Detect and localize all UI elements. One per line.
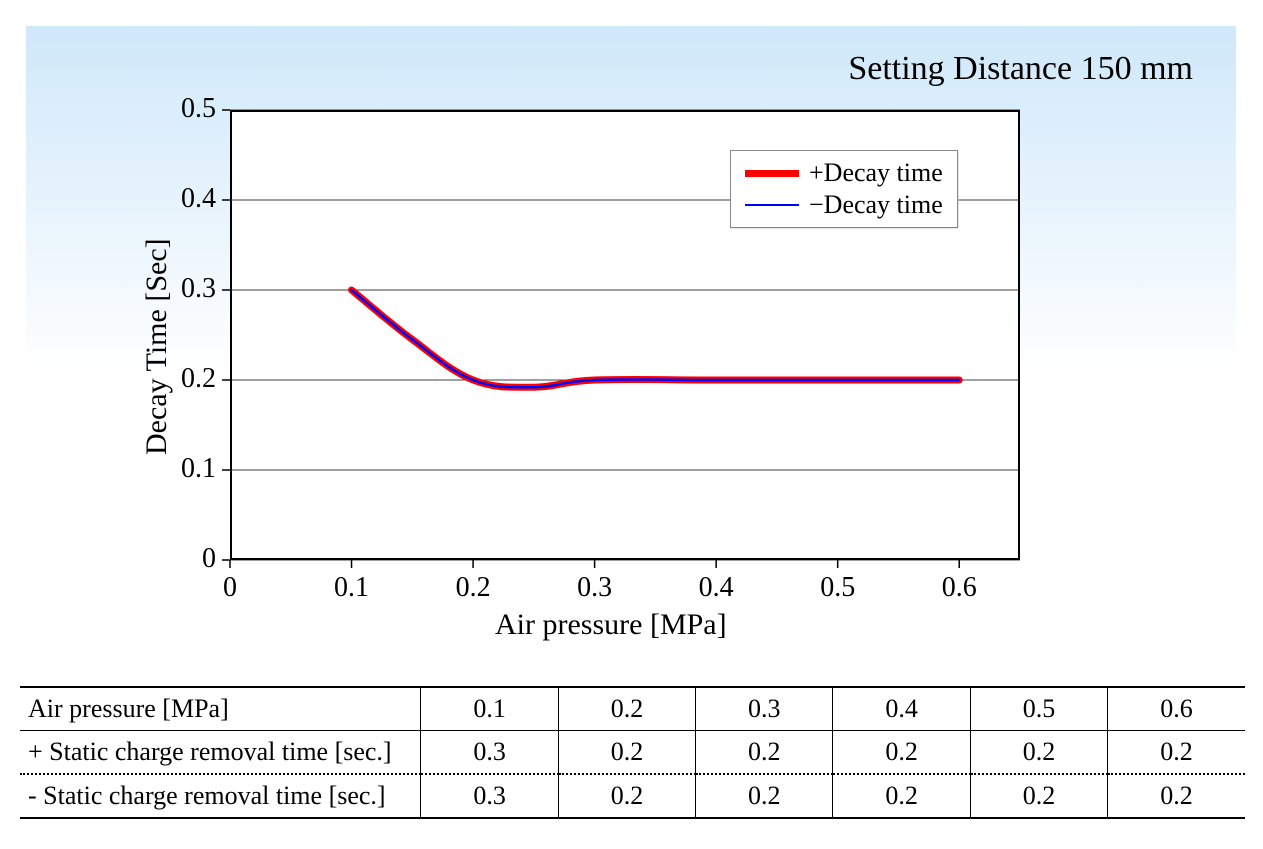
legend-label: +Decay time	[809, 157, 943, 189]
x-axis-label: Air pressure [MPa]	[495, 608, 727, 642]
y-tick-label: 0	[202, 543, 216, 575]
table-header-cell: 0.1	[421, 687, 558, 731]
data-table: Air pressure [MPa]0.10.20.30.40.50.6+ St…	[20, 686, 1245, 819]
table-cell: 0.2	[558, 774, 695, 818]
table-cell: 0.3	[421, 731, 558, 775]
x-tick-label: 0.3	[560, 572, 630, 604]
x-tick-label: 0.6	[924, 572, 994, 604]
y-tick-label: 0.2	[181, 363, 216, 395]
legend-swatch	[745, 170, 799, 177]
table-cell: 0.2	[833, 774, 970, 818]
x-tick-label: 0.2	[438, 572, 508, 604]
table-row-label: + Static charge removal time [sec.]	[20, 731, 421, 775]
page-root: Setting Distance 150 mm 00.10.20.30.40.5…	[0, 0, 1263, 849]
table-cell: 0.2	[1108, 731, 1245, 775]
table-header-row: Air pressure [MPa]0.10.20.30.40.50.6	[20, 687, 1245, 731]
y-tick-label: 0.1	[181, 453, 216, 485]
legend-item: −Decay time	[745, 189, 943, 221]
table-cell: 0.2	[970, 774, 1107, 818]
legend-item: +Decay time	[745, 157, 943, 189]
table-cell: 0.2	[558, 731, 695, 775]
table-header-cell: 0.3	[696, 687, 833, 731]
y-axis-label: Decay Time [Sec]	[140, 238, 174, 455]
table-header-cell: 0.2	[558, 687, 695, 731]
table-header-cell: 0.5	[970, 687, 1107, 731]
table-header-cell: 0.4	[833, 687, 970, 731]
table-header-cell: 0.6	[1108, 687, 1245, 731]
x-tick-label: 0.4	[681, 572, 751, 604]
y-tick-label: 0.3	[181, 273, 216, 305]
table-row: - Static charge removal time [sec.]0.30.…	[20, 774, 1245, 818]
table-cell: 0.2	[696, 774, 833, 818]
table-cell: 0.2	[696, 731, 833, 775]
table-cell: 0.2	[833, 731, 970, 775]
y-tick-label: 0.4	[181, 183, 216, 215]
legend-swatch	[745, 204, 799, 206]
table-row: + Static charge removal time [sec.]0.30.…	[20, 731, 1245, 775]
chart-legend: +Decay time−Decay time	[730, 150, 958, 228]
x-tick-label: 0.1	[317, 572, 387, 604]
y-tick-label: 0.5	[181, 93, 216, 125]
table-cell: 0.2	[970, 731, 1107, 775]
table-header-label: Air pressure [MPa]	[20, 687, 421, 731]
table-cell: 0.2	[1108, 774, 1245, 818]
table-cell: 0.3	[421, 774, 558, 818]
table-row-label: - Static charge removal time [sec.]	[20, 774, 421, 818]
x-tick-label: 0	[195, 572, 265, 604]
chart-title: Setting Distance 150 mm	[848, 50, 1193, 88]
legend-label: −Decay time	[809, 189, 943, 221]
x-tick-label: 0.5	[803, 572, 873, 604]
